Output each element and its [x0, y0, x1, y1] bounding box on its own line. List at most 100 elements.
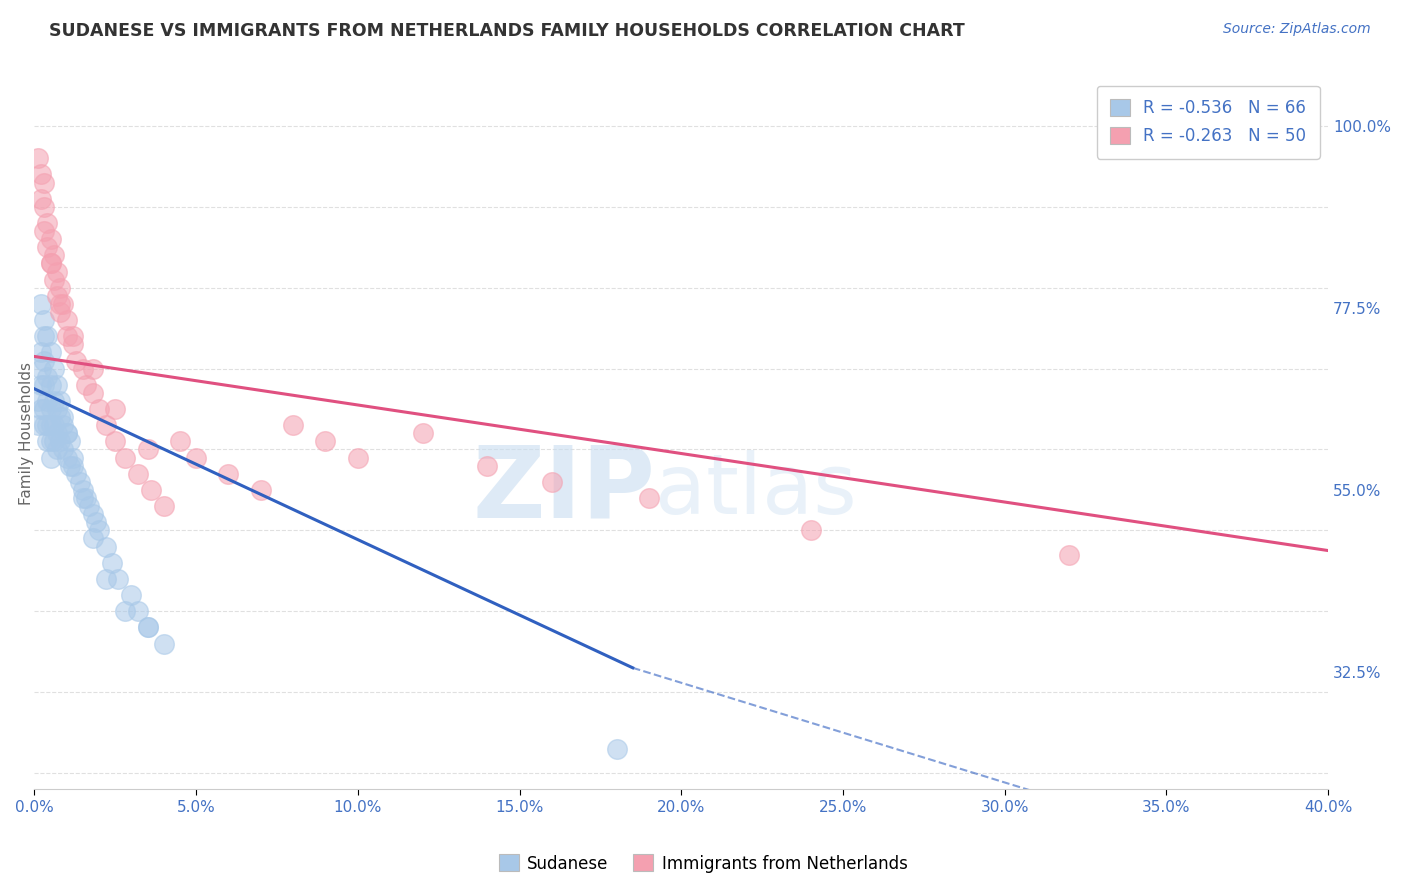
Point [55, 426, 77, 441]
Point [139, 483, 162, 497]
Point [104, 434, 127, 449]
Point [42, 248, 65, 262]
Point [37, 393, 59, 408]
Point [127, 604, 149, 618]
Point [249, 483, 271, 497]
Point [62, 337, 84, 351]
Point [87, 402, 110, 417]
Point [606, 741, 628, 756]
Point [55, 313, 77, 327]
Text: ZIP: ZIP [472, 442, 655, 539]
Point [37, 329, 59, 343]
Point [346, 450, 368, 465]
Point [72, 483, 94, 497]
Point [37, 216, 59, 230]
Point [82, 361, 104, 376]
Point [62, 458, 84, 473]
Point [42, 434, 65, 449]
Point [101, 556, 124, 570]
Point [84, 515, 107, 529]
Point [42, 418, 65, 433]
Point [46, 442, 69, 457]
Legend: R = -0.536   N = 66, R = -0.263   N = 50: R = -0.536 N = 66, R = -0.263 N = 50 [1097, 86, 1320, 159]
Point [62, 329, 84, 343]
Point [114, 450, 136, 465]
Point [94, 572, 117, 586]
Point [39, 232, 62, 246]
Point [32, 402, 55, 417]
Point [136, 442, 159, 457]
Point [27, 418, 49, 433]
Point [314, 434, 336, 449]
Point [37, 240, 59, 254]
Point [30, 168, 52, 182]
Point [30, 345, 52, 359]
Point [52, 410, 75, 425]
Point [37, 434, 59, 449]
Point [49, 393, 72, 408]
Y-axis label: Family Households: Family Households [18, 362, 34, 505]
Point [32, 418, 55, 433]
Point [79, 499, 101, 513]
Point [42, 393, 65, 408]
Point [800, 524, 823, 538]
Point [49, 281, 72, 295]
Point [82, 385, 104, 400]
Point [114, 604, 136, 618]
Point [52, 418, 75, 433]
Point [46, 426, 69, 441]
Point [52, 442, 75, 457]
Legend: Sudanese, Immigrants from Netherlands: Sudanese, Immigrants from Netherlands [492, 847, 914, 880]
Point [75, 377, 97, 392]
Point [82, 507, 104, 521]
Point [127, 467, 149, 481]
Point [136, 620, 159, 634]
Point [75, 491, 97, 505]
Point [65, 353, 87, 368]
Point [30, 402, 52, 417]
Point [52, 297, 75, 311]
Point [46, 264, 69, 278]
Point [87, 524, 110, 538]
Point [27, 151, 49, 165]
Point [37, 418, 59, 433]
Point [152, 499, 174, 513]
Point [72, 491, 94, 505]
Point [62, 450, 84, 465]
Point [477, 458, 499, 473]
Point [37, 369, 59, 384]
Point [32, 329, 55, 343]
Point [39, 418, 62, 433]
Point [281, 418, 304, 433]
Point [55, 450, 77, 465]
Point [32, 200, 55, 214]
Point [59, 434, 82, 449]
Point [30, 192, 52, 206]
Point [82, 532, 104, 546]
Point [30, 297, 52, 311]
Point [39, 402, 62, 417]
Point [49, 434, 72, 449]
Point [39, 450, 62, 465]
Point [104, 402, 127, 417]
Point [39, 256, 62, 270]
Point [217, 467, 239, 481]
Point [69, 475, 91, 489]
Point [55, 329, 77, 343]
Point [1059, 548, 1081, 562]
Point [638, 491, 661, 505]
Point [94, 418, 117, 433]
Point [49, 297, 72, 311]
Point [136, 620, 159, 634]
Point [32, 377, 55, 392]
Point [32, 176, 55, 190]
Point [46, 402, 69, 417]
Point [541, 475, 564, 489]
Point [32, 353, 55, 368]
Point [46, 377, 69, 392]
Point [30, 361, 52, 376]
Point [49, 305, 72, 319]
Point [152, 636, 174, 650]
Text: SUDANESE VS IMMIGRANTS FROM NETHERLANDS FAMILY HOUSEHOLDS CORRELATION CHART: SUDANESE VS IMMIGRANTS FROM NETHERLANDS … [49, 22, 965, 40]
Point [184, 450, 207, 465]
